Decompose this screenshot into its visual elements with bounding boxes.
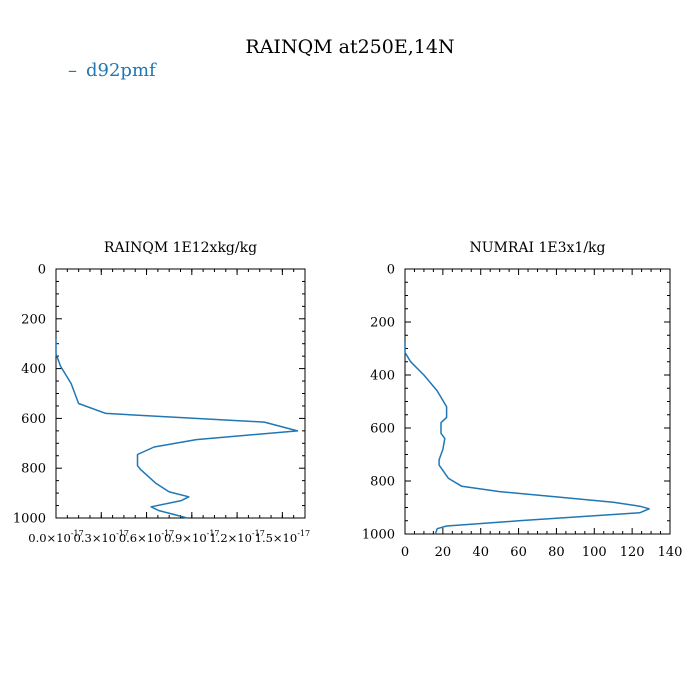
rainqm-xtick-label: 1.2×10-17 bbox=[209, 529, 264, 545]
numrai-xtick-label: 40 bbox=[472, 545, 489, 560]
numrai-series-line bbox=[404, 341, 650, 535]
rainqm-series-line bbox=[55, 338, 299, 519]
rainqm-xtick-label: 0.0×10-17 bbox=[28, 529, 83, 545]
rainqm-ytick-label: 0 bbox=[38, 263, 46, 278]
rainqm-ytick-label: 200 bbox=[21, 312, 46, 327]
numrai-ytick-label: 600 bbox=[370, 422, 395, 437]
legend-entry-label: d92pmf bbox=[86, 60, 157, 81]
rainqm-xtick-label: 1.5×10-17 bbox=[255, 529, 310, 545]
legend: – d92pmf bbox=[68, 60, 157, 81]
numrai-xtick-label: 60 bbox=[510, 545, 527, 560]
numrai-ytick-label: 400 bbox=[370, 369, 395, 384]
rainqm-xtick-label: 0.6×10-17 bbox=[119, 529, 174, 545]
numrai-xtick-label: 20 bbox=[435, 545, 452, 560]
rainqm-ytick-label: 1000 bbox=[13, 512, 46, 527]
numrai-plot-frame bbox=[404, 268, 671, 535]
rainqm-panel-title: RAINQM 1E12xkg/kg bbox=[104, 240, 257, 256]
numrai-ytick-label: 800 bbox=[370, 475, 395, 490]
numrai-ytick-label: 0 bbox=[387, 263, 395, 278]
numrai-xtick-label: 100 bbox=[582, 545, 607, 560]
rainqm-ytick-label: 400 bbox=[21, 362, 46, 377]
numrai-panel-title: NUMRAI 1E3x1/kg bbox=[469, 240, 605, 256]
numrai-panel: NUMRAI 1E3x1/kg 0 200 400 600 800 1000 0 20 40 60 8… bbox=[362, 240, 683, 560]
rainqm-ytick-label: 600 bbox=[21, 412, 46, 427]
numrai-xtick-label: 80 bbox=[548, 545, 565, 560]
numrai-ytick-label: 1000 bbox=[362, 528, 395, 543]
rainqm-xtick-label: 0.9×10-17 bbox=[164, 529, 219, 545]
numrai-xtick-label: 0 bbox=[401, 545, 409, 560]
rainqm-xtick-label: 0.3×10-17 bbox=[74, 529, 129, 545]
numrai-xtick-label: 120 bbox=[620, 545, 645, 560]
rainqm-panel: RAINQM 1E12xkg/kg 0 200 400 600 800 1000 0.0×10… bbox=[13, 240, 310, 545]
numrai-ytick-label: 200 bbox=[370, 316, 395, 331]
rainqm-ytick-label: 800 bbox=[21, 462, 46, 477]
figure-title: RAINQM at250E,14N bbox=[245, 36, 454, 58]
rainqm-plot-frame bbox=[55, 268, 306, 519]
numrai-xtick-label: 140 bbox=[658, 545, 683, 560]
legend-entry-dash: – bbox=[68, 60, 77, 81]
